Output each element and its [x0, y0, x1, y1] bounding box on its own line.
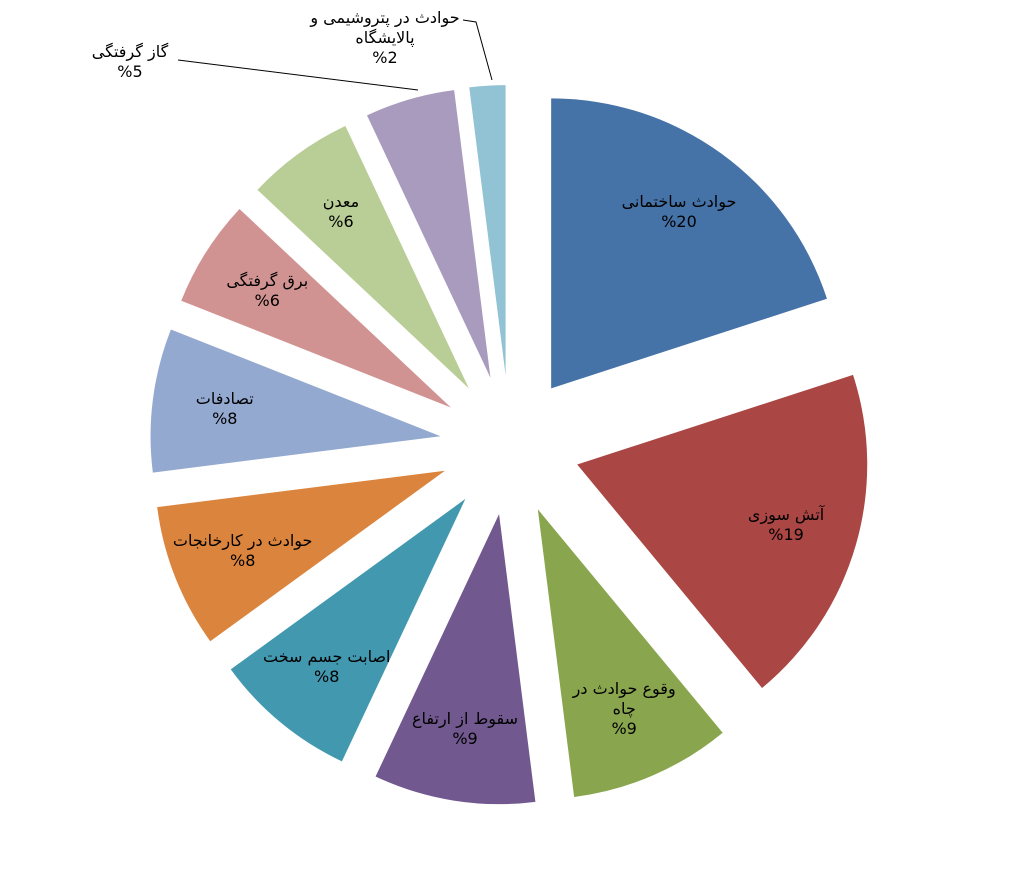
category-label: معدن [322, 192, 360, 212]
category-label: گاز گرفتگی [91, 42, 169, 61]
pie-slice [257, 125, 469, 389]
value-label: %8 [314, 666, 340, 686]
category-label: سقوط از ارتفاع [411, 708, 519, 728]
slice-label: وقوع حوادث در چاه %9 [564, 679, 684, 739]
pie-slice [537, 509, 723, 797]
category-label: وقوع حوادث در چاه [572, 678, 676, 718]
value-label: %8 [229, 550, 256, 570]
category-label: برق گرفتگی [226, 270, 309, 290]
pie-slice [577, 374, 868, 688]
slice-label: معدن %6 [266, 192, 416, 232]
value-label: %6 [254, 290, 280, 310]
category-label: حوادث در کارخانجات [172, 530, 313, 550]
slice-label: حوادث در کارخانجات %8 [168, 531, 318, 571]
slice-label: حوادث در پتروشیمی و پالایشگاه %2 [300, 8, 470, 68]
slice-label: سقوط از ارتفاع %9 [390, 709, 540, 749]
slice-label: حوادث ساختمانی %20 [604, 192, 754, 232]
pie-slice [366, 90, 491, 378]
category-label: حوادث در پتروشیمی و پالایشگاه [310, 8, 460, 47]
pie-slice [469, 85, 506, 376]
category-label: اصابت جسم سخت [262, 646, 391, 666]
pie-slice [150, 329, 441, 473]
pie-slice [375, 514, 536, 805]
pie-slice [157, 470, 445, 642]
pie-slice [230, 498, 466, 762]
slice-label: تصادفات %8 [150, 389, 300, 429]
slice-label: آتش سوزی %19 [711, 505, 861, 545]
leader-line [177, 59, 419, 91]
value-label: %9 [611, 718, 637, 738]
slice-label: گاز گرفتگی %5 [55, 42, 205, 82]
slice-label: برق گرفتگی %6 [192, 271, 342, 311]
category-label: حوادث ساختمانی [621, 192, 737, 212]
pie-slice [181, 208, 451, 408]
category-label: تصادفات [195, 388, 254, 408]
value-label: %8 [212, 408, 238, 428]
value-label: %9 [452, 728, 478, 748]
value-label: %5 [117, 62, 143, 81]
slice-label: اصابت جسم سخت %8 [252, 647, 402, 687]
value-label: %6 [328, 212, 354, 232]
value-label: %19 [768, 525, 804, 545]
value-label: %20 [661, 212, 697, 232]
leader-line [462, 19, 493, 81]
pie-slice [551, 98, 827, 389]
category-label: آتش سوزی [747, 505, 825, 525]
value-label: %2 [372, 48, 398, 67]
